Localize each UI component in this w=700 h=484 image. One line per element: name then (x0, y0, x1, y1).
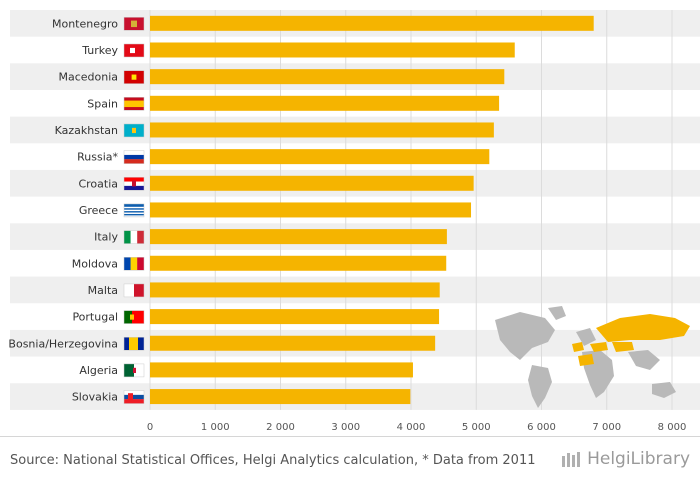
tick-label: 0 (147, 422, 153, 433)
bar (150, 389, 411, 405)
map-highlight (572, 342, 584, 352)
flag-moldova-icon (123, 257, 145, 271)
map-land (528, 365, 552, 408)
category-label: Croatia (78, 177, 118, 190)
bar (150, 202, 472, 218)
bar (150, 309, 440, 325)
category-label: Bosnia/Herzegovina (8, 337, 118, 350)
flag-montenegro-icon (123, 17, 145, 31)
bar (150, 122, 494, 138)
flags (123, 17, 145, 404)
map-land (495, 312, 555, 360)
flag-macedonia-icon (123, 70, 145, 84)
map-highlight (578, 354, 594, 366)
flag-italy-icon (123, 230, 145, 244)
flag-slovakia-icon (123, 390, 145, 404)
category-label: Greece (79, 204, 118, 217)
category-labels: Montenegro Turkey Macedonia Spain Kazakhstan… (8, 17, 118, 403)
bar (150, 362, 413, 378)
map-highlight (612, 342, 634, 352)
bar (150, 149, 490, 165)
bar (150, 69, 505, 85)
brand-name: HelgiLibrary (587, 449, 690, 469)
tick-label: 2 000 (266, 422, 295, 433)
flag-kazakhstan-icon (123, 123, 145, 138)
map-highlight (596, 314, 690, 342)
flag-algeria-icon (123, 363, 145, 378)
map-land (548, 306, 566, 320)
bar (150, 335, 436, 351)
bar (150, 255, 447, 271)
category-label: Moldova (72, 257, 118, 270)
category-label: Slovakia (72, 391, 118, 404)
tick-label: 6 000 (527, 422, 556, 433)
bar (150, 229, 447, 245)
category-label: Kazakhstan (55, 124, 118, 137)
footer: Source: National Statistical Offices, He… (0, 436, 700, 484)
flag-malta-icon (123, 283, 145, 298)
flag-bosnia-icon (123, 337, 145, 351)
category-label: Italy (94, 231, 118, 244)
category-label: Turkey (81, 44, 118, 57)
x-tick-labels: 0 1 000 2 000 3 000 4 000 5 000 6 000 7 000 8 00… (147, 422, 687, 433)
tick-label: 4 000 (397, 422, 426, 433)
tick-label: 1 000 (201, 422, 230, 433)
tick-label: 5 000 (462, 422, 491, 433)
flag-turkey-icon (123, 43, 145, 58)
map-land (576, 328, 596, 346)
tick-label: 3 000 (331, 422, 360, 433)
bar (150, 42, 515, 58)
library-logo-icon (562, 452, 581, 467)
category-label: Macedonia (58, 71, 118, 84)
bar (150, 175, 474, 191)
map-highlight (590, 342, 608, 352)
category-label: Malta (88, 284, 118, 297)
tick-label: 8 000 (658, 422, 687, 433)
category-label: Algeria (79, 364, 118, 377)
brand-logo: HelgiLibrary (561, 449, 690, 469)
bar-chart: Montenegro Turkey Macedonia Spain Kazakhstan… (8, 10, 700, 433)
category-label: Spain (87, 97, 118, 110)
category-label: Russia* (77, 151, 118, 164)
source-note: Source: National Statistical Offices, He… (10, 453, 536, 468)
world-map-inset (495, 306, 690, 408)
bars (150, 15, 594, 405)
bar (150, 282, 440, 298)
map-land (652, 382, 676, 398)
flag-russia-icon (123, 150, 145, 164)
flag-spain-icon (123, 97, 145, 111)
flag-greece-icon (123, 203, 145, 218)
bar (150, 15, 594, 31)
category-label: Portugal (72, 311, 118, 324)
map-land (628, 350, 660, 370)
category-label: Montenegro (52, 17, 118, 30)
tick-label: 7 000 (592, 422, 621, 433)
flag-portugal-icon (123, 310, 145, 324)
bar (150, 95, 500, 111)
flag-croatia-icon (123, 177, 145, 191)
